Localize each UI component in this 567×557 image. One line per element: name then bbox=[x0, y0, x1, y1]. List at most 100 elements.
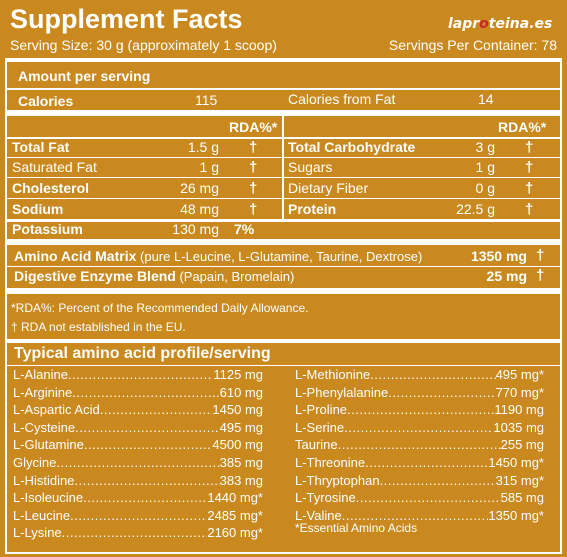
page-title: Supplement Facts bbox=[10, 4, 243, 34]
amino-name: Glycine bbox=[13, 455, 57, 470]
amino-row: L-Lysine 2160 mg* bbox=[13, 525, 263, 540]
calories-label: Calories bbox=[18, 93, 74, 109]
amino-row: L-Tyrosine 585 mg bbox=[295, 490, 544, 505]
nutrient-value: 22.5 g bbox=[456, 201, 495, 217]
amino-row: L-Glutamine 4500 mg bbox=[13, 437, 263, 452]
amino-row: L-Threonine 1450 mg* bbox=[295, 455, 544, 470]
dot-leader bbox=[68, 367, 213, 382]
amino-name: L-Phenylalanine bbox=[295, 384, 389, 400]
divider bbox=[7, 198, 283, 199]
amino-name: L-Serine bbox=[295, 419, 345, 435]
amino-value: 383 mg bbox=[219, 472, 263, 488]
amino-name: L-Alanine bbox=[13, 367, 68, 382]
amino-value: 385 mg bbox=[219, 455, 263, 470]
calories-value: 115 bbox=[195, 92, 218, 108]
amino-name: L-Threonine bbox=[295, 455, 366, 470]
blend-digestive-enzyme: Digestive Enzyme Blend (Papain, Bromelai… bbox=[14, 268, 295, 284]
amino-row: L-Alanine 1125 mg bbox=[13, 367, 263, 382]
nutrient-value: 48 mg bbox=[180, 201, 219, 217]
nutrient-label: Sugars bbox=[288, 159, 333, 175]
amount-per-serving: Amount per serving bbox=[18, 68, 151, 84]
amino-value: 1440 mg* bbox=[207, 490, 263, 506]
dot-leader bbox=[72, 385, 219, 400]
amino-name: L-Methionine bbox=[295, 367, 371, 382]
nutrient-value: 3 g bbox=[475, 139, 495, 155]
amino-row: Glycine 385 mg bbox=[13, 455, 263, 470]
amino-name: L-Proline bbox=[295, 402, 348, 418]
amino-row: L-Thryptophan 315 mg* bbox=[295, 473, 544, 488]
frame-left bbox=[5, 58, 7, 554]
amino-row: L-Arginine 610 mg bbox=[13, 385, 263, 400]
amino-row: Taurine 255 mg bbox=[295, 437, 544, 452]
divider-thick bbox=[7, 288, 560, 294]
nutrient-label: Sodium bbox=[12, 201, 64, 217]
rda-header-left: RDA%* bbox=[229, 119, 278, 135]
dot-leader bbox=[84, 437, 213, 452]
divider bbox=[7, 88, 560, 90]
calories-from-fat-label: Calories from Fat bbox=[288, 91, 396, 107]
amino-value: 770 mg* bbox=[495, 384, 544, 400]
nutrient-rda: † bbox=[525, 201, 534, 218]
divider bbox=[284, 198, 560, 199]
nutrient-rda: † bbox=[525, 159, 534, 176]
divider-thick bbox=[7, 110, 560, 116]
dot-leader bbox=[62, 525, 208, 540]
divider bbox=[284, 177, 560, 178]
divider bbox=[7, 266, 560, 267]
blend-rda: † bbox=[536, 267, 545, 284]
amino-row: L-Serine 1035 mg bbox=[295, 420, 544, 435]
amino-value: 495 mg bbox=[219, 419, 263, 435]
nutrient-label: Protein bbox=[288, 201, 337, 217]
nutrient-rda: † bbox=[525, 180, 534, 197]
amino-value: 4500 mg bbox=[212, 437, 263, 453]
dot-leader bbox=[344, 420, 493, 435]
rda-header-right: RDA%* bbox=[498, 119, 547, 135]
nutrient-label: Saturated Fat bbox=[12, 159, 97, 175]
amino-name: L-Isoleucine bbox=[13, 490, 84, 506]
divider-thick bbox=[7, 239, 560, 245]
amino-name: Taurine bbox=[295, 437, 338, 453]
amino-name: L-Tyrosine bbox=[295, 490, 356, 506]
amino-name: L-Arginine bbox=[13, 384, 73, 400]
amino-name: L-Leucine bbox=[13, 507, 71, 523]
dot-leader bbox=[347, 402, 494, 417]
nutrient-label: Potassium bbox=[12, 221, 83, 237]
nutrient-value: 1 g bbox=[475, 159, 495, 175]
divider-thick bbox=[7, 339, 560, 343]
amino-name: L-Histidine bbox=[13, 472, 75, 488]
amino-row: L-Phenylalanine 770 mg* bbox=[295, 385, 544, 400]
dot-leader bbox=[380, 473, 496, 488]
dot-leader bbox=[70, 508, 207, 523]
blend-value: 25 mg bbox=[486, 268, 527, 284]
divider bbox=[7, 219, 560, 222]
amino-value: 1035 mg bbox=[493, 419, 544, 435]
column-separator bbox=[282, 116, 284, 222]
amino-row: L-Proline 1190 mg bbox=[295, 402, 544, 417]
amino-value: 1350 mg* bbox=[488, 507, 544, 523]
amino-value: 585 mg bbox=[500, 490, 544, 506]
dot-leader bbox=[338, 437, 501, 452]
footnote-not-established: † RDA not established in the EU. bbox=[11, 320, 186, 334]
frame-right bbox=[560, 58, 562, 554]
servings-per-container: Servings Per Container: 78 bbox=[388, 37, 557, 53]
dot-leader bbox=[356, 490, 501, 505]
amino-profile-title: Typical amino acid profile/serving bbox=[14, 345, 271, 362]
dot-leader bbox=[370, 367, 495, 382]
nutrient-value: 26 mg bbox=[180, 180, 219, 196]
essential-note: *Essential Amino Acids bbox=[295, 521, 418, 535]
amino-value: 1450 mg bbox=[212, 402, 263, 418]
nutrient-rda: † bbox=[249, 201, 258, 218]
nutrient-rda: † bbox=[249, 180, 258, 197]
nutrient-value: 130 mg bbox=[172, 221, 219, 237]
nutrient-rda: † bbox=[525, 139, 534, 156]
amino-value: 1125 mg bbox=[213, 367, 263, 382]
amino-value: 2160 mg* bbox=[207, 525, 263, 541]
nutrient-value: 1.5 g bbox=[187, 139, 219, 155]
dot-leader bbox=[388, 385, 495, 400]
nutrient-rda: † bbox=[249, 139, 258, 156]
amino-name: L-Valine bbox=[295, 507, 342, 523]
blend-rda: † bbox=[536, 247, 545, 264]
nutrient-value: 1 g bbox=[199, 159, 219, 175]
dot-leader bbox=[75, 420, 219, 435]
